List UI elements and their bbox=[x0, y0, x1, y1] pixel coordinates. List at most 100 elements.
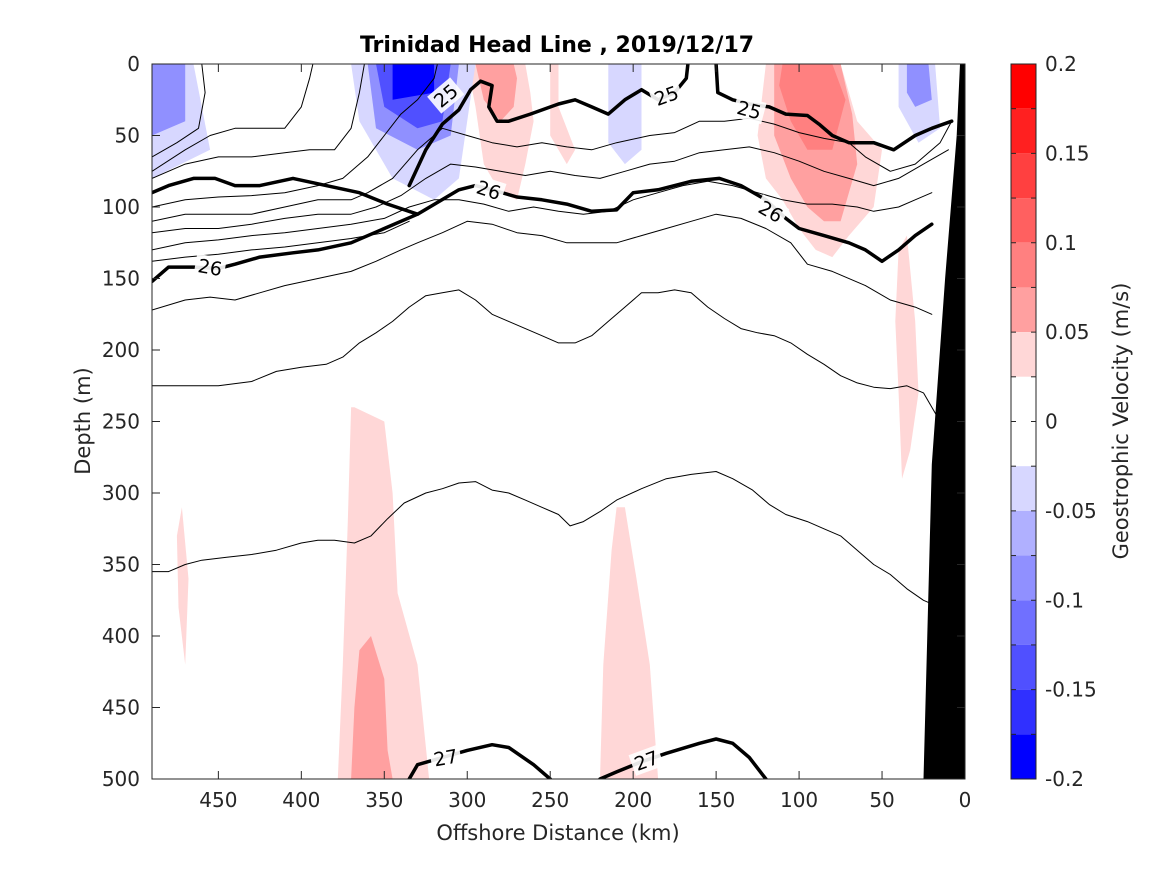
y-tick-label: 200 bbox=[102, 338, 140, 362]
y-tick-label: 500 bbox=[102, 767, 140, 791]
colorbar-band-14 bbox=[1011, 689, 1036, 735]
density-contour-10 bbox=[152, 117, 953, 222]
velocity-region-20 bbox=[550, 64, 576, 165]
colorbar-band-6 bbox=[1011, 332, 1036, 377]
colorbar-band-7 bbox=[1011, 376, 1036, 422]
y-tick-label: 100 bbox=[102, 195, 140, 219]
colorbar-band-1 bbox=[1011, 108, 1036, 154]
x-axis-title: Offshore Distance (km) bbox=[436, 821, 679, 845]
colorbar-band-0 bbox=[1011, 64, 1036, 109]
density-contour-27-4 bbox=[407, 742, 552, 779]
velocity-region-10 bbox=[326, 64, 343, 136]
contour-label-bg bbox=[731, 95, 767, 125]
velocity-region-19 bbox=[475, 64, 517, 122]
density-contour-6 bbox=[152, 64, 206, 158]
density-contour-16 bbox=[152, 471, 941, 608]
velocity-region-26 bbox=[600, 507, 659, 779]
contour-label-bg bbox=[193, 253, 227, 281]
x-tick-label: 100 bbox=[780, 788, 818, 812]
colorbar-tick-label: 0.1 bbox=[1045, 231, 1077, 255]
colorbar-title: Geostrophic Velocity (m/s) bbox=[1109, 283, 1133, 560]
colorbar-band-15 bbox=[1011, 734, 1036, 779]
x-tick-label: 200 bbox=[614, 788, 652, 812]
density-contour-9 bbox=[152, 64, 438, 208]
colorbar-band-4 bbox=[1011, 242, 1036, 288]
colorbar-tick-label: 0.15 bbox=[1045, 141, 1090, 165]
contour-label-bg bbox=[427, 77, 465, 114]
contour-label-bg bbox=[648, 80, 685, 111]
x-tick-label: 450 bbox=[199, 788, 237, 812]
seafloor bbox=[923, 64, 965, 779]
density-contour-11 bbox=[152, 146, 949, 234]
contour-label-5: 26 bbox=[193, 253, 227, 281]
contour-label-bg bbox=[429, 744, 463, 771]
colorbar-tick-label: -0.2 bbox=[1045, 767, 1084, 791]
contour-label-text: 26 bbox=[196, 255, 224, 281]
x-tick-label: 400 bbox=[282, 788, 320, 812]
velocity-field bbox=[152, 64, 949, 779]
colorbar: 0.2 0.15 0.1 0.05 0 -0.05 -0.1 -0.15 -0.2 bbox=[1010, 52, 1097, 791]
colorbar-tick-label: 0.2 bbox=[1045, 52, 1077, 76]
contour-label-bg bbox=[628, 744, 665, 776]
x-tick-label: 350 bbox=[365, 788, 403, 812]
x-tick-label: 250 bbox=[531, 788, 569, 812]
colorbar-band-11 bbox=[1011, 555, 1036, 601]
x-tick-label: 50 bbox=[869, 788, 894, 812]
colorbar-band-2 bbox=[1011, 153, 1036, 199]
y-tick-label: 50 bbox=[115, 124, 140, 148]
y-tick-label: 450 bbox=[102, 696, 140, 720]
contour-label-bg bbox=[471, 174, 507, 205]
y-tick-label: 150 bbox=[102, 267, 140, 291]
velocity-region-28 bbox=[176, 507, 189, 665]
density-contour-26-3 bbox=[152, 212, 420, 284]
colorbar-band-13 bbox=[1011, 644, 1036, 690]
y-tick-label: 0 bbox=[127, 52, 140, 76]
y-tick-label: 350 bbox=[102, 553, 140, 577]
y-axis: 0 50 100 150 200 250 300 350 400 450 500 bbox=[102, 52, 965, 791]
velocity-region-23 bbox=[779, 64, 846, 150]
density-contour-26-2 bbox=[152, 176, 934, 264]
x-axis: 450 400 350 300 250 200 150 100 50 0 bbox=[199, 64, 971, 812]
colorbar-band-5 bbox=[1011, 287, 1036, 333]
velocity-region-5 bbox=[152, 64, 186, 136]
colorbar-tick-label: -0.1 bbox=[1045, 588, 1084, 612]
density-contour-8 bbox=[152, 64, 365, 179]
velocity-region-25 bbox=[351, 636, 393, 779]
y-tick-label: 300 bbox=[102, 481, 140, 505]
velocity-region-11 bbox=[608, 64, 642, 165]
contour-label-bg bbox=[752, 194, 790, 229]
chart-title: Trinidad Head Line , 2019/12/17 bbox=[360, 33, 754, 58]
y-axis-title: Depth (m) bbox=[71, 367, 95, 474]
density-contour-27-5 bbox=[598, 737, 768, 779]
colorbar-band-8 bbox=[1011, 421, 1036, 467]
colorbar-band-3 bbox=[1011, 198, 1036, 243]
velocity-region-16 bbox=[732, 392, 800, 779]
density-contour-15 bbox=[152, 289, 941, 422]
density-contour-14 bbox=[152, 213, 933, 315]
colorbar-tick-label: 0 bbox=[1045, 410, 1058, 434]
bathymetry bbox=[923, 64, 965, 779]
contour-label-6: 27 bbox=[429, 744, 463, 772]
density-contour-12 bbox=[152, 180, 933, 251]
colorbar-band-10 bbox=[1011, 510, 1036, 556]
velocity-region-17 bbox=[799, 478, 866, 779]
colorbar-band-12 bbox=[1011, 600, 1036, 645]
velocity-region-0 bbox=[392, 64, 435, 100]
velocity-region-13 bbox=[906, 64, 932, 107]
velocity-region-27 bbox=[895, 235, 919, 479]
colorbar-tick-label: -0.15 bbox=[1045, 678, 1097, 702]
density-contour-7 bbox=[152, 64, 314, 172]
contour-label-text: 27 bbox=[432, 746, 460, 772]
y-tick-label: 250 bbox=[102, 410, 140, 434]
colorbar-tick-label: 0.05 bbox=[1045, 320, 1090, 344]
density-contour-13 bbox=[152, 220, 410, 262]
colorbar-frame bbox=[1010, 63, 1037, 780]
colorbar-tick-label: -0.05 bbox=[1045, 499, 1097, 523]
x-tick-label: 300 bbox=[448, 788, 486, 812]
x-tick-label: 0 bbox=[959, 788, 972, 812]
x-tick-label: 150 bbox=[697, 788, 735, 812]
colorbar-band-9 bbox=[1011, 466, 1036, 511]
y-tick-label: 400 bbox=[102, 624, 140, 648]
